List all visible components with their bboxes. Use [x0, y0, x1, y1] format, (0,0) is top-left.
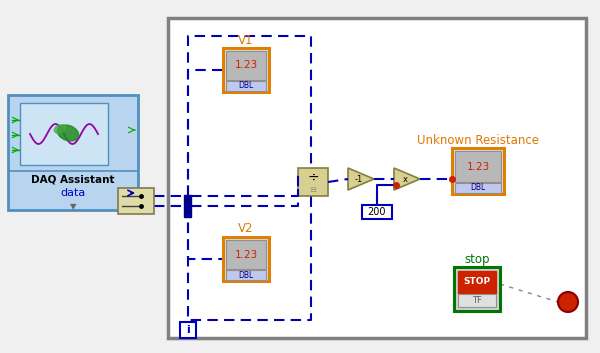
Bar — [454, 267, 500, 311]
Bar — [362, 205, 392, 219]
Text: 1.23: 1.23 — [235, 60, 257, 71]
Bar — [458, 294, 496, 307]
Bar — [8, 95, 138, 210]
Circle shape — [558, 292, 578, 312]
Text: i: i — [186, 325, 190, 335]
Text: STOP: STOP — [463, 277, 491, 287]
Bar — [20, 103, 108, 165]
Bar — [226, 51, 266, 80]
Text: data: data — [61, 188, 86, 198]
Ellipse shape — [58, 125, 79, 141]
Text: ÷: ÷ — [307, 171, 319, 185]
Bar — [223, 237, 269, 281]
Text: -1: -1 — [355, 174, 363, 184]
Bar — [226, 270, 266, 280]
Bar — [226, 240, 266, 269]
Ellipse shape — [54, 125, 66, 133]
Text: stop: stop — [464, 252, 490, 265]
Text: DAQ Assistant: DAQ Assistant — [31, 175, 115, 185]
Text: ▼: ▼ — [70, 203, 76, 211]
Text: ⠿⠿: ⠿⠿ — [309, 189, 317, 193]
Bar — [184, 195, 191, 217]
Bar — [455, 151, 501, 182]
Text: DBL: DBL — [238, 270, 254, 280]
Text: V2: V2 — [238, 222, 254, 235]
Bar — [452, 148, 504, 194]
Polygon shape — [394, 168, 420, 190]
Bar — [298, 168, 328, 196]
Bar — [168, 18, 586, 338]
Text: Unknown Resistance: Unknown Resistance — [417, 133, 539, 146]
Text: DBL: DBL — [238, 82, 254, 90]
Text: 1.23: 1.23 — [466, 162, 490, 172]
Bar — [458, 271, 496, 293]
Bar — [455, 183, 501, 193]
Text: x: x — [403, 174, 407, 184]
Polygon shape — [348, 168, 374, 190]
Text: 200: 200 — [368, 207, 386, 217]
Text: DBL: DBL — [470, 184, 485, 192]
Bar — [226, 81, 266, 91]
Bar — [223, 48, 269, 92]
Text: 1.23: 1.23 — [235, 250, 257, 259]
Bar — [118, 188, 154, 214]
Text: V1: V1 — [238, 34, 254, 47]
Bar — [180, 322, 196, 338]
Text: TF: TF — [472, 296, 482, 305]
